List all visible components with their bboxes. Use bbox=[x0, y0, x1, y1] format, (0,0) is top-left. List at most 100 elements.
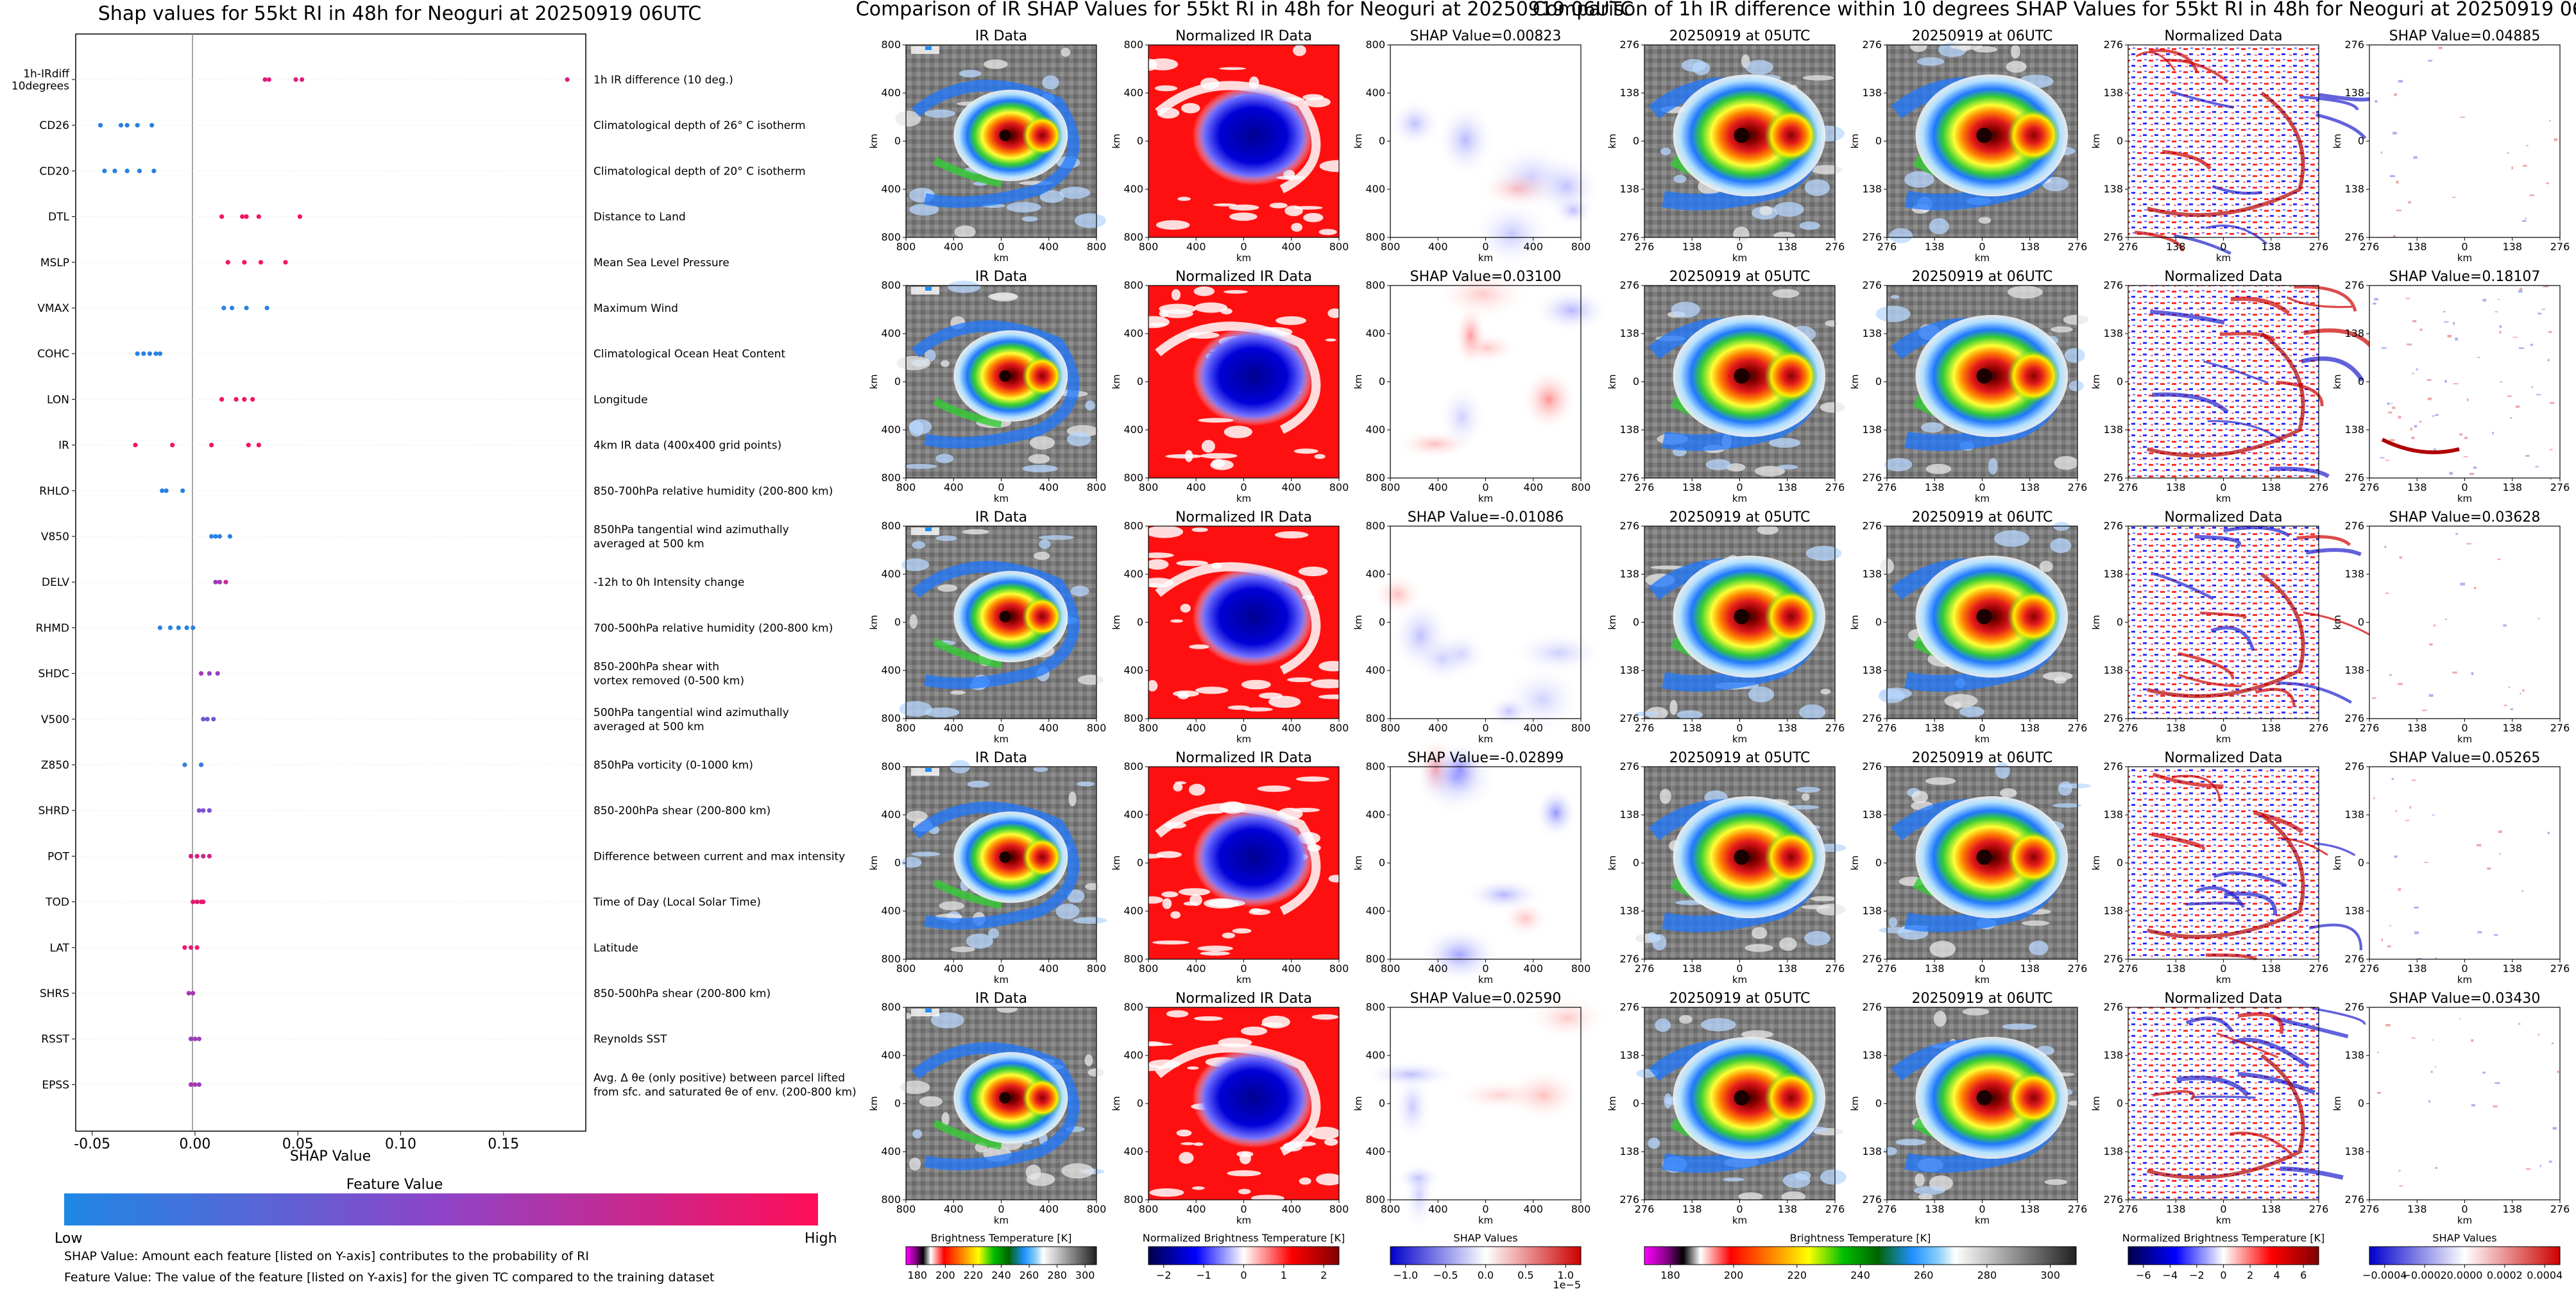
y-tick-label: 800 bbox=[1123, 520, 1143, 532]
x-tick-label: 0 bbox=[2220, 1203, 2226, 1215]
subplot-title: Normalized IR Data bbox=[1175, 269, 1312, 285]
colorbar-label: Brightness Temperature [K] bbox=[1790, 1232, 1931, 1244]
x-tick-label: 0 bbox=[998, 722, 1004, 734]
y-tick-label: 138 bbox=[1619, 1049, 1639, 1061]
y-tick-label: 138 bbox=[2344, 327, 2364, 339]
y-tick-label: 276 bbox=[2103, 231, 2123, 243]
shap-point bbox=[188, 1036, 194, 1041]
shap-point bbox=[215, 671, 220, 676]
x-tick-label: 276 bbox=[1635, 241, 1655, 253]
x-axis-label: km bbox=[1236, 733, 1251, 745]
y-axis-label: km bbox=[1607, 133, 1618, 148]
x-axis-label: km bbox=[1478, 493, 1493, 504]
x-tick-label: 800 bbox=[1571, 1203, 1591, 1215]
feature-description: Time of Day (Local Solar Time) bbox=[593, 896, 761, 909]
shap-point bbox=[230, 305, 235, 311]
x-tick-label: 0 bbox=[2461, 722, 2468, 734]
y-tick-label: 138 bbox=[2103, 423, 2123, 436]
feature-value-colorbar bbox=[64, 1193, 818, 1225]
colorbar-gradient bbox=[1644, 1246, 2077, 1265]
shap-point bbox=[219, 397, 225, 402]
y-tick-label: 138 bbox=[2103, 905, 2123, 917]
x-tick-label: 276 bbox=[2309, 481, 2329, 493]
x-tick-label: 0.05 bbox=[282, 1136, 314, 1152]
irdiff-shap-colorbar: SHAP Values −0.0004−0.0002 0.0000 0.0002 0.0… bbox=[2362, 1232, 2563, 1281]
y-tick-label: 800 bbox=[1365, 953, 1385, 965]
subplot-title: 20250919 at 06UTC bbox=[1912, 991, 2053, 1007]
x-axis-label: km bbox=[1732, 733, 1747, 745]
colorbar-tick-label: 200 bbox=[935, 1269, 955, 1281]
x-tick-label: 0 bbox=[1736, 481, 1743, 493]
x-tick-label: 400 bbox=[944, 1203, 964, 1215]
shap-point bbox=[213, 579, 218, 585]
x-tick-label: 800 bbox=[1139, 722, 1159, 734]
y-tick-label: 138 bbox=[1862, 808, 1882, 821]
y-tick-label: 800 bbox=[881, 953, 901, 965]
y-tick-label: 0 bbox=[1633, 857, 1639, 869]
y-tick-label: 400 bbox=[881, 183, 901, 195]
shap-point bbox=[191, 900, 196, 905]
x-tick-label: 138 bbox=[2407, 722, 2427, 734]
y-tick-label: 800 bbox=[881, 472, 901, 484]
y-tick-label: 276 bbox=[2344, 712, 2364, 724]
y-tick-label: 138 bbox=[2344, 1145, 2364, 1157]
y-tick-label: 276 bbox=[1619, 231, 1639, 243]
x-tick-label: 138 bbox=[1682, 1203, 1702, 1215]
shap-point bbox=[167, 625, 173, 631]
x-tick-label: 0 bbox=[2461, 481, 2468, 493]
y-tick-label: 400 bbox=[1123, 1049, 1143, 1061]
x-tick-label: 276 bbox=[1825, 481, 1845, 493]
x-tick-label: 0 bbox=[1979, 241, 1985, 253]
shap-point bbox=[147, 351, 153, 356]
y-axis-label: km bbox=[1352, 855, 1364, 870]
feature-label: RHLO bbox=[39, 485, 69, 498]
shap-point bbox=[135, 351, 140, 356]
x-axis-label: km bbox=[994, 974, 1009, 986]
x-tick-label: 800 bbox=[1329, 722, 1349, 734]
feature-description: averaged at 500 km bbox=[593, 538, 704, 551]
shap-point bbox=[240, 214, 245, 219]
shap-point bbox=[223, 579, 228, 585]
x-tick-label: 276 bbox=[1825, 962, 1845, 975]
shap-point bbox=[225, 260, 230, 265]
x-tick-label: 0 bbox=[998, 481, 1004, 493]
y-tick-label: 400 bbox=[1123, 1145, 1143, 1157]
normalized-ir-subplot: 80080040040000400400800800kmkmNormalized… bbox=[1111, 991, 1349, 1226]
shap-point bbox=[242, 260, 247, 265]
x-tick-label: 138 bbox=[2020, 962, 2040, 975]
shap-point bbox=[293, 77, 298, 82]
y-tick-label: 138 bbox=[1862, 183, 1882, 195]
x-tick-label: 138 bbox=[2261, 722, 2281, 734]
x-tick-label: 800 bbox=[1087, 722, 1107, 734]
colorbar-label: Normalized Brightness Temperature [K] bbox=[2122, 1232, 2325, 1244]
feature-description: Climatological depth of 20° C isotherm bbox=[593, 165, 806, 178]
x-tick-label: 138 bbox=[1925, 481, 1945, 493]
x-tick-label: 0 bbox=[2220, 481, 2226, 493]
y-tick-label: 276 bbox=[2344, 520, 2364, 532]
x-tick-label: 276 bbox=[2119, 241, 2138, 253]
x-tick-label: 138 bbox=[2502, 481, 2522, 493]
shap-value-title: SHAP Value=0.04885 bbox=[2389, 28, 2541, 44]
x-tick-label: 0 bbox=[1736, 241, 1743, 253]
y-axis-label: km bbox=[868, 374, 880, 389]
x-tick-label: 276 bbox=[2068, 722, 2088, 734]
feature-label: SHRD bbox=[38, 805, 69, 817]
x-tick-label: 138 bbox=[2166, 962, 2186, 975]
x-tick-label: 138 bbox=[2261, 481, 2281, 493]
y-tick-label: 0 bbox=[2117, 616, 2123, 628]
shap-point bbox=[207, 671, 212, 676]
shap-point bbox=[164, 488, 169, 493]
feature-description: Distance to Land bbox=[593, 211, 686, 224]
shap-point bbox=[182, 762, 187, 767]
x-axis-label: km bbox=[1478, 252, 1493, 264]
feature-description: Mean Sea Level Pressure bbox=[593, 257, 729, 269]
y-tick-label: 800 bbox=[1123, 231, 1143, 243]
feature-description: Difference between current and max inten… bbox=[593, 850, 845, 863]
feature-label: RHMD bbox=[36, 622, 69, 635]
x-tick-label: 400 bbox=[1186, 481, 1206, 493]
y-axis-label: km bbox=[868, 855, 880, 870]
y-tick-label: 138 bbox=[1862, 327, 1882, 339]
x-tick-label: 276 bbox=[1877, 241, 1897, 253]
x-tick-label: 276 bbox=[2068, 1203, 2088, 1215]
